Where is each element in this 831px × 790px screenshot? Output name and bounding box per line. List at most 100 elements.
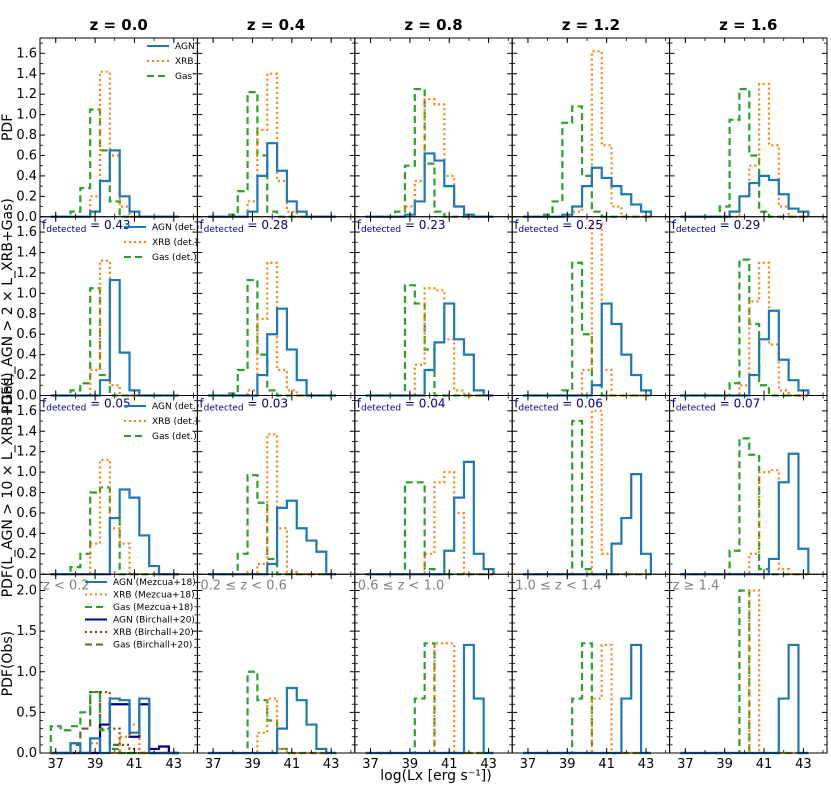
fdetected-f: f <box>199 397 204 411</box>
hist-gas <box>680 437 809 576</box>
row-y-label: PDF <box>0 114 16 141</box>
fdetected-label: fdetected = 0.43 <box>42 218 131 235</box>
y-tick-label: 1.4 <box>16 424 37 439</box>
x-tick-label: 39 <box>402 757 419 772</box>
fdetected-sub: detected <box>361 225 401 235</box>
x-tick-label: 39 <box>244 757 261 772</box>
y-tick-label: 1.4 <box>16 67 37 82</box>
y-tick-label: 0.4 <box>16 526 37 541</box>
legend-row2: AGN (det.) XRB (det.) Gas (det.) <box>124 402 199 442</box>
legend-label: Gas (Mezcua+18) <box>113 603 193 613</box>
y-tick-label: 0.8 <box>16 307 37 322</box>
fdetected-sub: detected <box>518 225 558 235</box>
panel-frame <box>669 573 828 754</box>
y-tick-label: 1.4 <box>16 246 37 261</box>
y-tick-label: 0.8 <box>16 486 37 501</box>
hist-gas <box>680 258 809 397</box>
y-tick-label: 1.0 <box>16 465 37 480</box>
legend-label: AGN (det.) <box>152 223 199 233</box>
legend-label: XRB (Mezcua+18) <box>113 591 195 601</box>
x-tick-label: 37 <box>205 757 222 772</box>
fdetected-value: 0.25 <box>576 218 603 232</box>
x-tick-label: 39 <box>87 757 104 772</box>
x-tick-label: 43 <box>795 757 812 772</box>
fdetected-eq: = <box>716 397 734 411</box>
fdetected-sub: detected <box>46 225 86 235</box>
y-tick-label: 1.0 <box>16 665 37 680</box>
y-tick-label: 0.0 <box>16 746 37 761</box>
fdetected-sub: detected <box>676 225 716 235</box>
legend-label: AGN <box>175 42 195 52</box>
fdetected-sub: detected <box>676 404 716 414</box>
x-tick-label: 41 <box>756 757 773 772</box>
y-tick-label: 0.0 <box>16 389 37 404</box>
column-title: z = 0.0 <box>90 16 148 34</box>
y-tick-label: 0.2 <box>16 189 37 204</box>
x-tick-label: 43 <box>480 757 497 772</box>
obs-redshift-label: z < 0.2 <box>43 578 90 593</box>
column-title: z = 1.2 <box>562 16 620 34</box>
fdetected-label: fdetected = 0.25 <box>514 218 603 235</box>
x-tick-label: 37 <box>677 757 694 772</box>
fdetected-f: f <box>42 397 47 411</box>
fdetected-f: f <box>357 218 362 232</box>
y-tick-label: 1.5 <box>16 624 37 639</box>
fdetected-eq: = <box>86 397 104 411</box>
fdetected-value: 0.07 <box>734 397 761 411</box>
obs-redshift-label: 0.2 ≤ z < 0.6 <box>200 578 287 593</box>
hist-xrb <box>365 471 494 576</box>
legend-label: Gas (det.) <box>152 432 197 442</box>
x-tick-label: 41 <box>126 757 143 772</box>
y-tick-label: 1.2 <box>16 266 37 281</box>
y-tick-label: 0.0 <box>16 567 37 582</box>
fdetected-f: f <box>672 218 677 232</box>
hist-xrb <box>680 468 809 576</box>
fdetected-eq: = <box>558 397 576 411</box>
x-tick-label: 39 <box>559 757 576 772</box>
legend-label: Gas (Birchall+20) <box>113 641 192 651</box>
fdetected-f: f <box>357 397 362 411</box>
hist-xrb <box>680 589 809 755</box>
fdetected-eq: = <box>244 218 262 232</box>
y-tick-label: 1.6 <box>16 404 37 419</box>
obs-redshift-label: 0.6 ≤ z < 1.0 <box>358 578 445 593</box>
fdetected-value: 0.29 <box>734 218 761 232</box>
fdetected-value: 0.43 <box>104 218 131 232</box>
legend-label: AGN (Birchall+20) <box>113 616 195 626</box>
fdetected-label: fdetected = 0.28 <box>199 218 288 235</box>
column-title: z = 1.6 <box>719 16 777 34</box>
legend-label: XRB (det.) <box>152 417 198 427</box>
x-tick-label: 41 <box>284 757 301 772</box>
fdetected-label: fdetected = 0.03 <box>199 397 288 414</box>
y-tick-label: 2.0 <box>16 584 37 599</box>
legend-row0: AGN XRB Gas <box>147 42 195 82</box>
legend-label: AGN (det.) <box>152 402 199 412</box>
fdetected-value: 0.03 <box>261 397 288 411</box>
y-tick-label: 1.6 <box>16 225 37 240</box>
obs-redshift-label: z ≥ 1.4 <box>673 578 720 593</box>
column-title: z = 0.4 <box>247 16 305 34</box>
fdetected-f: f <box>42 218 47 232</box>
fdetected-sub: detected <box>518 404 558 414</box>
row-y-label: PDF(L_AGN > 2 × L_XRB+Gas) <box>0 198 16 414</box>
fdetected-sub: detected <box>204 404 244 414</box>
y-tick-label: 0.2 <box>16 368 37 383</box>
fdetected-sub: detected <box>361 404 401 414</box>
hist-gas <box>208 278 337 397</box>
fdetected-f: f <box>514 397 519 411</box>
x-tick-label: 43 <box>323 757 340 772</box>
y-tick-label: 1.0 <box>16 286 37 301</box>
y-tick-label: 0.6 <box>16 327 37 342</box>
x-tick-label: 43 <box>638 757 655 772</box>
x-tick-label: 37 <box>362 757 379 772</box>
fdetected-label: fdetected = 0.04 <box>357 397 446 414</box>
fdetected-eq: = <box>401 397 419 411</box>
fdetected-eq: = <box>401 218 419 232</box>
x-tick-label: 37 <box>47 757 64 772</box>
y-tick-label: 1.2 <box>16 87 37 102</box>
legend-label: XRB (det.) <box>152 238 198 248</box>
column-title: z = 0.8 <box>404 16 462 34</box>
legend-label: XRB <box>175 57 194 67</box>
y-tick-label: 1.6 <box>16 46 37 61</box>
